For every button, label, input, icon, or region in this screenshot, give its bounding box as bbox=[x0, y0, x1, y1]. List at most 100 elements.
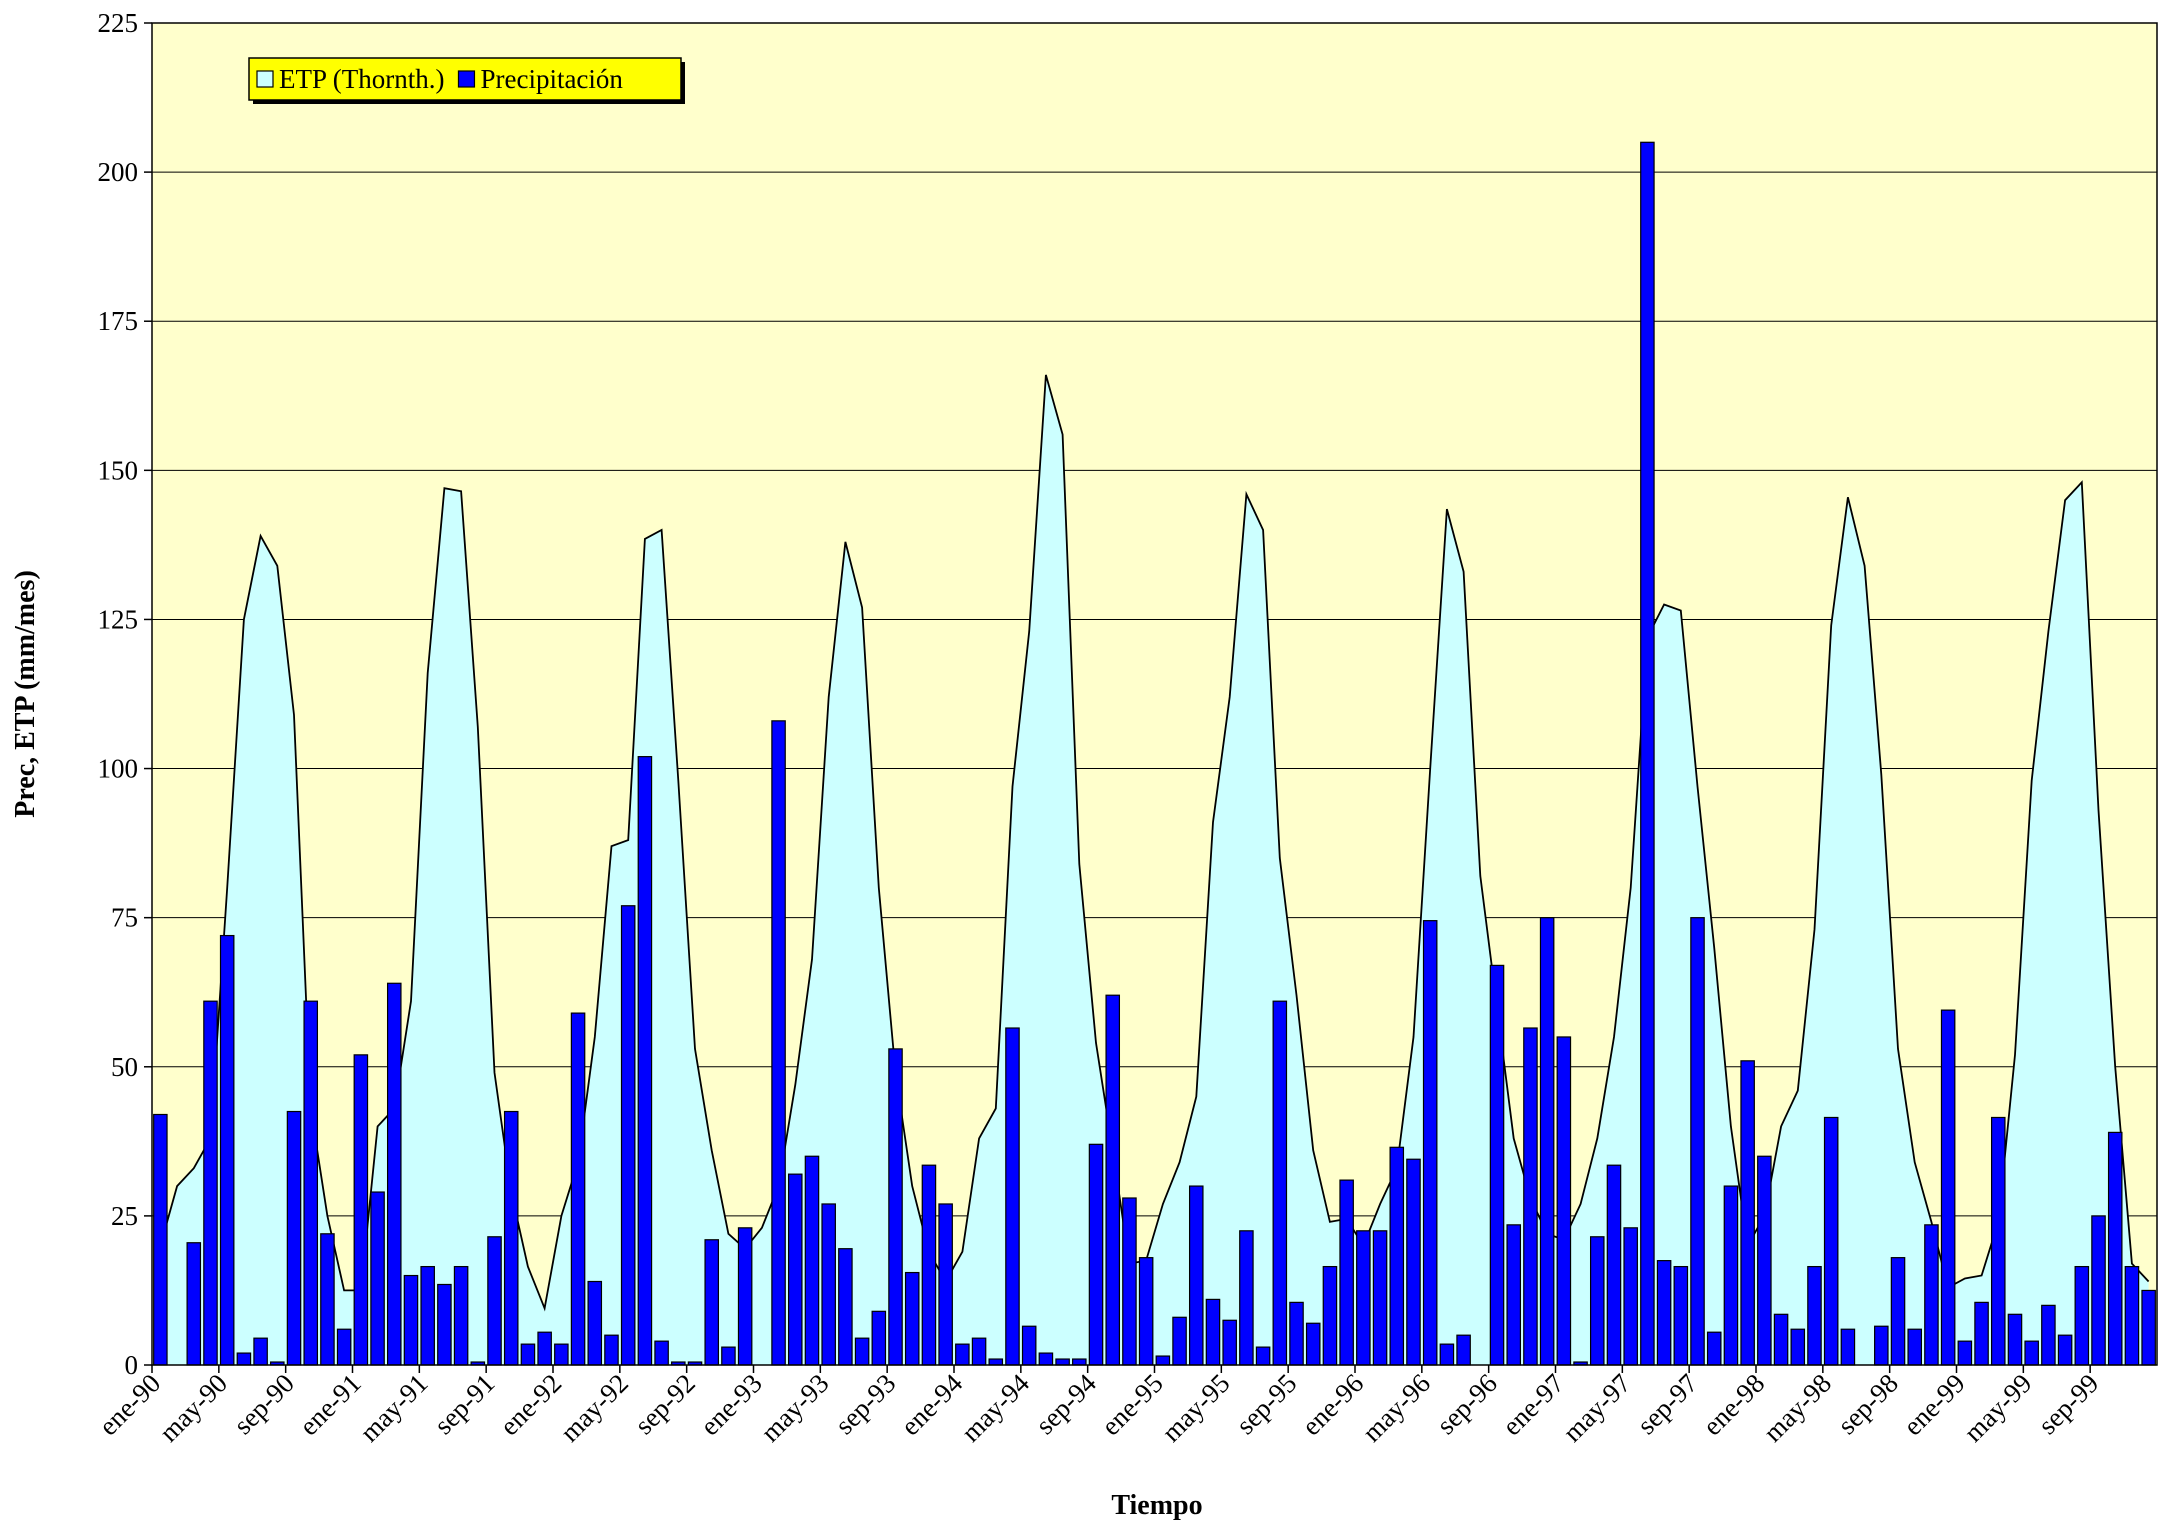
bar bbox=[1406, 1158, 1421, 1366]
bar bbox=[1690, 917, 1705, 1366]
bar bbox=[1088, 1143, 1104, 1366]
bar bbox=[320, 1233, 335, 1366]
bar bbox=[219, 934, 235, 1366]
bar bbox=[286, 1110, 302, 1366]
bar bbox=[303, 1000, 319, 1366]
bar bbox=[1122, 1197, 1137, 1366]
bar bbox=[1105, 994, 1121, 1366]
bar bbox=[1222, 1319, 1237, 1366]
bar bbox=[554, 1343, 569, 1366]
bar bbox=[1606, 1164, 1622, 1366]
legend-swatch bbox=[256, 70, 274, 88]
bar bbox=[821, 1203, 836, 1366]
bar bbox=[1506, 1224, 1522, 1366]
bar bbox=[1874, 1325, 1889, 1366]
bar bbox=[1322, 1265, 1338, 1366]
bar bbox=[838, 1248, 853, 1366]
y-tick-label: 100 bbox=[98, 754, 139, 784]
x-tick-label: may-91 bbox=[354, 1368, 434, 1448]
legend-label: Precipitación bbox=[480, 64, 623, 94]
bar bbox=[1589, 1236, 1605, 1366]
x-tick-label: sep-94 bbox=[1030, 1368, 1102, 1440]
bar bbox=[1305, 1322, 1321, 1366]
bar bbox=[437, 1283, 452, 1366]
bar bbox=[921, 1164, 937, 1366]
bar bbox=[1055, 1358, 1070, 1366]
bar bbox=[2007, 1313, 2023, 1366]
bar bbox=[1389, 1146, 1405, 1366]
bar bbox=[620, 905, 636, 1366]
bar bbox=[1539, 917, 1555, 1366]
bar bbox=[888, 1048, 903, 1366]
bar bbox=[971, 1337, 987, 1366]
bar bbox=[1038, 1352, 1054, 1366]
bar bbox=[1523, 1027, 1538, 1366]
bar bbox=[1456, 1334, 1471, 1366]
y-tick-label: 50 bbox=[111, 1052, 138, 1082]
bar bbox=[1740, 1060, 1755, 1366]
bar bbox=[253, 1337, 268, 1366]
bar bbox=[1623, 1227, 1638, 1366]
bar bbox=[1974, 1301, 1989, 1366]
bar bbox=[1289, 1301, 1304, 1366]
bar bbox=[1439, 1343, 1455, 1366]
bar bbox=[2091, 1215, 2106, 1366]
bar bbox=[1640, 141, 1655, 1366]
bar bbox=[1422, 920, 1438, 1366]
bar bbox=[1489, 964, 1505, 1366]
bar bbox=[487, 1236, 502, 1366]
x-tick-label: sep-96 bbox=[1431, 1368, 1503, 1440]
bar bbox=[153, 1113, 168, 1366]
bar bbox=[537, 1331, 552, 1366]
x-tick-label: sep-95 bbox=[1230, 1368, 1302, 1440]
bar bbox=[771, 720, 786, 1366]
x-tick-label: may-90 bbox=[154, 1368, 234, 1448]
y-tick-label: 125 bbox=[98, 604, 139, 634]
bar bbox=[1072, 1358, 1087, 1366]
x-tick-label: may-96 bbox=[1357, 1368, 1437, 1448]
bar bbox=[1706, 1331, 1722, 1366]
bar bbox=[587, 1280, 603, 1366]
bar bbox=[1205, 1298, 1221, 1366]
bar bbox=[1823, 1116, 1839, 1366]
bar bbox=[353, 1054, 369, 1366]
y-tick-label: 25 bbox=[111, 1201, 138, 1231]
bar bbox=[604, 1334, 619, 1366]
bar bbox=[1757, 1155, 1772, 1366]
x-tick-label: may-93 bbox=[755, 1368, 835, 1448]
bar bbox=[2024, 1340, 2039, 1366]
y-tick-label: 150 bbox=[98, 455, 139, 485]
bar bbox=[420, 1265, 435, 1366]
bar bbox=[1840, 1328, 1856, 1366]
x-axis-title: Tiempo bbox=[1111, 1490, 1202, 1521]
bar bbox=[1138, 1257, 1154, 1366]
bar bbox=[1673, 1265, 1689, 1366]
x-tick-label: ene-93 bbox=[695, 1368, 768, 1441]
x-tick-label: ene-92 bbox=[494, 1368, 567, 1441]
y-tick-label: 175 bbox=[98, 306, 139, 336]
bar bbox=[1339, 1179, 1354, 1366]
x-tick-label: may-95 bbox=[1156, 1368, 1236, 1448]
x-tick-label: may-94 bbox=[956, 1368, 1036, 1448]
x-tick-label: sep-90 bbox=[228, 1368, 300, 1440]
bar bbox=[1723, 1185, 1739, 1366]
bar bbox=[1790, 1328, 1806, 1366]
y-tick-label: 75 bbox=[111, 903, 138, 933]
x-tick-label: sep-99 bbox=[2032, 1368, 2104, 1440]
legend-label: ETP (Thornth.) bbox=[279, 64, 444, 94]
bar bbox=[988, 1358, 1004, 1366]
bar bbox=[637, 756, 653, 1366]
bar bbox=[336, 1328, 352, 1366]
bar bbox=[2057, 1334, 2073, 1366]
x-tick-label: may-97 bbox=[1557, 1368, 1637, 1448]
bar bbox=[236, 1352, 252, 1366]
y-tick-label: 225 bbox=[98, 8, 139, 38]
bar bbox=[2107, 1131, 2123, 1366]
bar bbox=[1155, 1355, 1171, 1366]
bar bbox=[854, 1337, 870, 1366]
bar bbox=[1907, 1328, 1923, 1366]
bar bbox=[871, 1310, 887, 1366]
bar bbox=[453, 1265, 469, 1366]
bar bbox=[1990, 1116, 2006, 1366]
x-tick-label: may-98 bbox=[1758, 1368, 1838, 1448]
